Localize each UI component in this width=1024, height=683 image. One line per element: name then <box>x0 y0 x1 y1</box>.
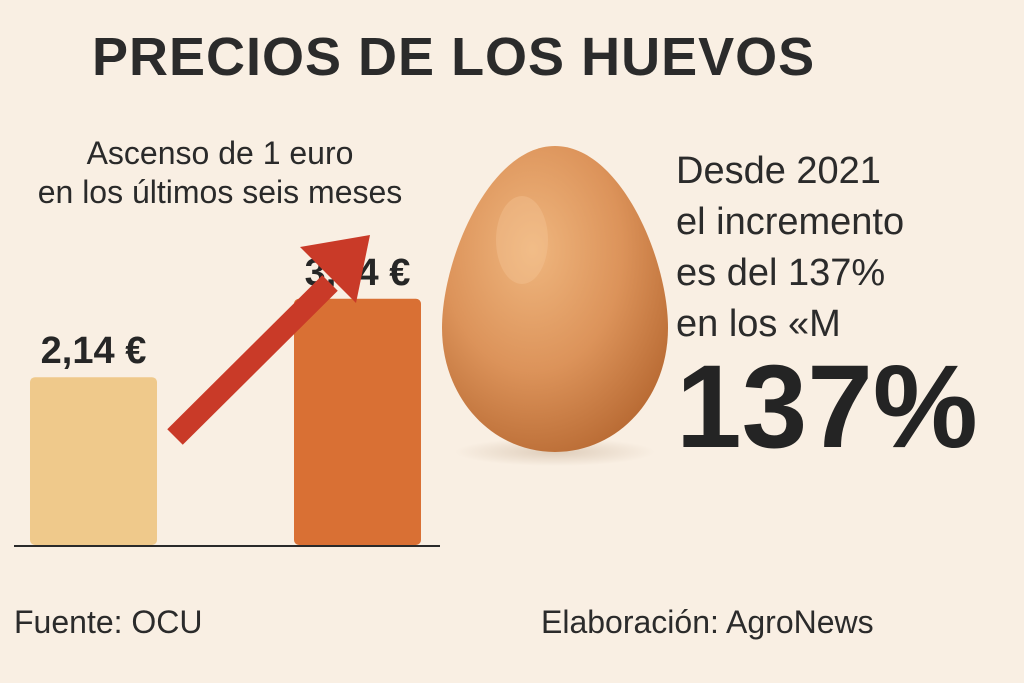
source-credit: Fuente: OCU <box>14 604 203 640</box>
bar-value-label-1: 2,14 € <box>41 330 147 372</box>
author-credit: Elaboración: AgroNews <box>541 604 874 640</box>
increase-note-line-3: es del 137% <box>676 252 886 294</box>
page-title: PRECIOS DE LOS HUEVOS <box>92 27 816 87</box>
increase-note: Desde 2021 el incremento es del 137% en … <box>676 146 904 350</box>
price-bar-chart: 2,14 €3,14 € <box>14 235 440 547</box>
chart-subtitle: Ascenso de 1 euro en los últimos seis me… <box>10 134 430 212</box>
increase-note-line-2: el incremento <box>676 201 905 243</box>
bar-1 <box>30 377 157 545</box>
egg-icon <box>442 146 668 466</box>
up-arrow-icon <box>167 235 370 445</box>
subtitle-line-1: Ascenso de 1 euro <box>86 135 354 171</box>
increase-note-line-1: Desde 2021 <box>676 150 881 192</box>
subtitle-line-2: en los últimos seis meses <box>37 174 403 210</box>
bar-2 <box>294 298 421 545</box>
bars-layer <box>30 298 421 545</box>
increase-percentage: 137% <box>676 341 978 473</box>
increase-note-line-4: en los «M <box>676 303 841 345</box>
